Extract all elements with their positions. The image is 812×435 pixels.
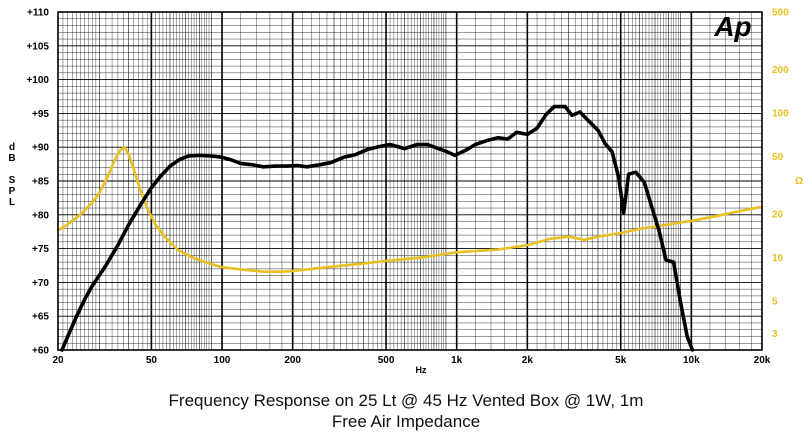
y-right-tick-label: 20 <box>772 210 784 221</box>
y-left-label-char: L <box>9 197 15 208</box>
spl-curve <box>60 104 695 352</box>
chart-caption-line-2: Free Air Impedance <box>331 412 481 431</box>
y-left-label-char: B <box>8 153 15 164</box>
y-left-tick-label: +80 <box>32 210 49 221</box>
plot-frame <box>57 11 763 351</box>
x-tick-label: 10k <box>683 355 700 366</box>
chart-caption-line-1: Frequency Response on 25 Lt @ 45 Hz Vent… <box>168 391 644 410</box>
x-tick-label: 500 <box>378 355 395 366</box>
x-tick-label: 20k <box>754 355 771 366</box>
chart-grid <box>58 12 762 350</box>
y-left-tick-label: +90 <box>32 143 49 154</box>
x-tick-label: 20 <box>52 355 64 366</box>
y-left-tick-label: +100 <box>26 75 49 86</box>
x-tick-label: 50 <box>146 355 158 366</box>
x-tick-label: 5k <box>615 355 627 366</box>
y-right-tick-label: 500 <box>772 8 789 19</box>
impedance-curve-layer <box>56 146 764 273</box>
y-left-tick-label: +60 <box>32 346 49 357</box>
spl-curve-layer <box>60 104 695 352</box>
y-left-tick-label: +105 <box>26 41 49 52</box>
y-right-tick-label: 5 <box>772 297 778 308</box>
frequency-response-chart: 20 50 100 200 500 1k 2k 5k 10k 20k +110 +105 +100 +9… <box>8 8 803 376</box>
y-left-tick-label: +70 <box>32 278 49 289</box>
y-right-tick-label: 200 <box>772 65 789 76</box>
y-left-tick-label: +110 <box>27 8 49 19</box>
x-axis-label: Hz <box>416 365 427 375</box>
y-left-tick-label: +75 <box>32 244 49 255</box>
y-right-tick-labels: 500 200 100 50 20 10 5 3 <box>772 8 789 340</box>
x-tick-label: 200 <box>284 355 301 366</box>
x-tick-label: 2k <box>522 355 534 366</box>
y-left-tick-labels: +110 +105 +100 +95 +90 +85 +80 +75 +70 +65 +60 <box>26 8 49 357</box>
y-left-label-char: P <box>9 186 16 197</box>
x-tick-label: 100 <box>214 355 231 366</box>
y-right-axis-label: Ω <box>795 176 803 187</box>
y-left-tick-label: +95 <box>32 109 49 120</box>
y-right-tick-label: 50 <box>772 152 784 163</box>
x-tick-label: 1k <box>451 355 463 366</box>
y-left-label-char: d <box>9 142 15 153</box>
y-right-tick-label: 10 <box>772 253 784 264</box>
ap-logo: Ap <box>713 11 751 42</box>
y-left-label-char: S <box>9 175 16 186</box>
y-left-tick-label: +65 <box>32 312 49 323</box>
x-tick-labels: 20 50 100 200 500 1k 2k 5k 10k 20k <box>52 355 770 366</box>
y-right-tick-label: 100 <box>772 109 789 120</box>
y-left-tick-label: +85 <box>32 177 49 188</box>
impedance-curve <box>56 146 764 273</box>
y-right-tick-label: 3 <box>772 329 778 340</box>
